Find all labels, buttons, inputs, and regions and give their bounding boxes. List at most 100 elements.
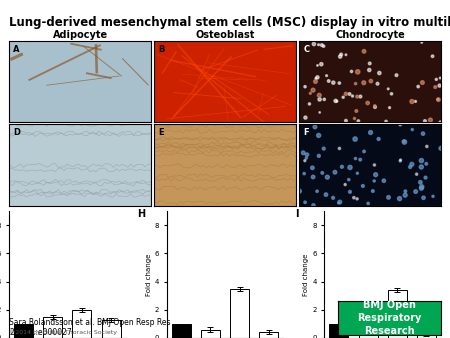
- Point: [359, 183, 366, 189]
- Point: [319, 170, 326, 176]
- Point: [354, 171, 361, 176]
- Point: [316, 110, 323, 115]
- Point: [413, 171, 420, 177]
- Point: [333, 99, 340, 104]
- Point: [301, 158, 308, 163]
- Point: [302, 200, 309, 205]
- Text: F: F: [303, 128, 309, 137]
- Point: [320, 43, 327, 49]
- Point: [348, 69, 355, 74]
- Point: [418, 158, 425, 163]
- Point: [357, 94, 364, 99]
- Point: [332, 98, 339, 103]
- Y-axis label: Fold change: Fold change: [303, 254, 309, 296]
- Point: [435, 97, 442, 102]
- Point: [437, 146, 445, 151]
- Point: [354, 69, 361, 75]
- Point: [436, 83, 443, 88]
- Point: [335, 200, 342, 206]
- Point: [412, 99, 419, 104]
- Point: [423, 161, 430, 167]
- Bar: [201, 330, 220, 338]
- Point: [369, 188, 376, 194]
- Bar: [172, 324, 191, 338]
- Point: [314, 189, 321, 194]
- Point: [360, 149, 368, 154]
- Point: [397, 157, 404, 163]
- Point: [427, 117, 434, 123]
- Point: [418, 184, 425, 190]
- Point: [336, 80, 343, 86]
- Point: [346, 91, 353, 97]
- Point: [367, 78, 374, 84]
- Text: B: B: [158, 45, 165, 54]
- Point: [342, 182, 349, 187]
- Point: [406, 164, 414, 170]
- Point: [320, 146, 327, 151]
- Point: [436, 75, 444, 81]
- Point: [316, 97, 323, 102]
- Point: [393, 72, 400, 78]
- Point: [433, 77, 440, 82]
- Point: [325, 78, 332, 84]
- Point: [314, 75, 321, 80]
- Point: [302, 84, 309, 90]
- Title: Osteoblast: Osteoblast: [195, 30, 255, 40]
- Point: [310, 41, 318, 47]
- Bar: [230, 289, 249, 338]
- Point: [337, 54, 344, 59]
- Point: [360, 49, 368, 54]
- Point: [321, 97, 328, 102]
- Y-axis label: Fold change: Fold change: [146, 254, 152, 296]
- Point: [418, 186, 425, 191]
- Point: [315, 133, 322, 138]
- Point: [402, 189, 409, 194]
- Point: [380, 178, 387, 184]
- Point: [310, 88, 317, 93]
- Point: [401, 139, 408, 145]
- Point: [364, 201, 372, 206]
- Point: [312, 79, 319, 84]
- Point: [316, 93, 323, 98]
- Text: I: I: [295, 209, 298, 219]
- Point: [419, 80, 426, 85]
- Point: [371, 103, 378, 108]
- Title: Adipocyte: Adipocyte: [53, 30, 108, 40]
- Point: [423, 144, 431, 149]
- Point: [303, 152, 310, 158]
- Point: [314, 63, 321, 68]
- Point: [376, 70, 383, 76]
- Point: [366, 61, 373, 66]
- Text: A: A: [13, 45, 20, 54]
- Text: BMJ Open
Respiratory
Research: BMJ Open Respiratory Research: [357, 299, 422, 336]
- Point: [396, 196, 403, 201]
- Point: [340, 95, 347, 100]
- Text: ©2014 by British Thoracic Society: ©2014 by British Thoracic Society: [9, 329, 117, 335]
- Point: [408, 162, 415, 167]
- Point: [382, 119, 390, 124]
- Point: [322, 192, 329, 197]
- Point: [396, 159, 404, 164]
- Point: [296, 188, 303, 194]
- Point: [300, 150, 307, 155]
- Bar: [43, 317, 62, 338]
- Point: [418, 164, 425, 170]
- Point: [412, 189, 419, 194]
- Point: [354, 196, 361, 201]
- Bar: [259, 332, 278, 338]
- Text: E: E: [158, 128, 164, 137]
- Bar: [14, 324, 33, 338]
- Point: [420, 195, 427, 200]
- Point: [323, 73, 330, 78]
- Point: [408, 99, 415, 104]
- Point: [400, 139, 408, 144]
- Point: [355, 118, 362, 124]
- Bar: [388, 290, 407, 338]
- Point: [342, 52, 350, 57]
- Point: [336, 146, 343, 151]
- Point: [386, 105, 393, 111]
- Point: [351, 136, 359, 142]
- Point: [354, 94, 361, 99]
- Text: H: H: [137, 209, 145, 219]
- Point: [372, 172, 379, 177]
